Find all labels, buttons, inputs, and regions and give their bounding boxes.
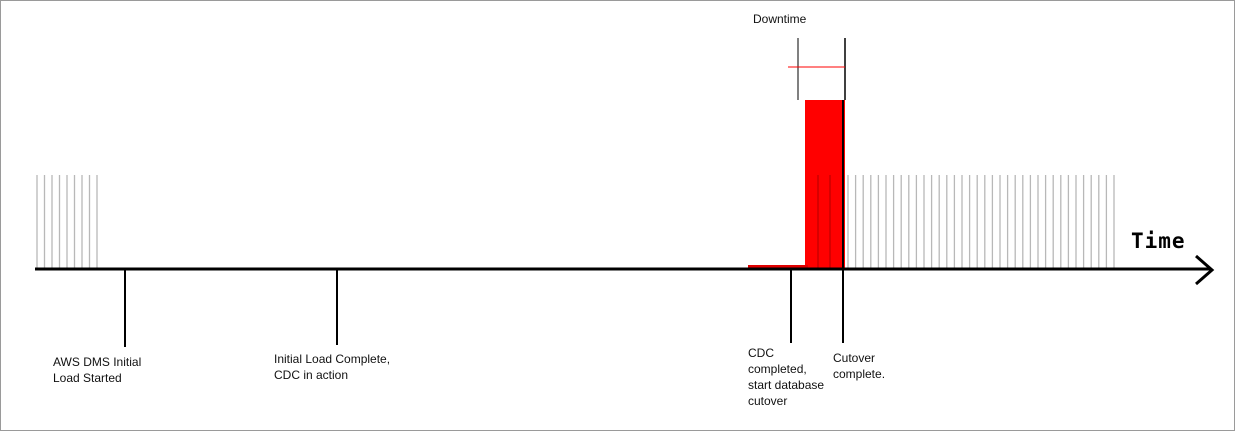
post-cutover-activity-bars: [847, 175, 1115, 268]
label-initial-load-complete: Initial Load Complete, CDC in action: [274, 352, 391, 382]
downtime-label: Downtime: [753, 12, 807, 26]
label-cutover-complete: Cutover complete.: [833, 351, 886, 381]
axis-title: Time: [1131, 229, 1186, 253]
time-axis-arrowhead: [1195, 254, 1215, 286]
label-dms-start: AWS DMS Initial Load Started: [53, 355, 142, 385]
label-cdc-completed: CDC completed, start database cutover: [748, 346, 825, 408]
cdc-low-activity: [748, 265, 808, 269]
pre-migration-activity-bars: [36, 175, 98, 268]
downtime-block: [805, 100, 845, 270]
